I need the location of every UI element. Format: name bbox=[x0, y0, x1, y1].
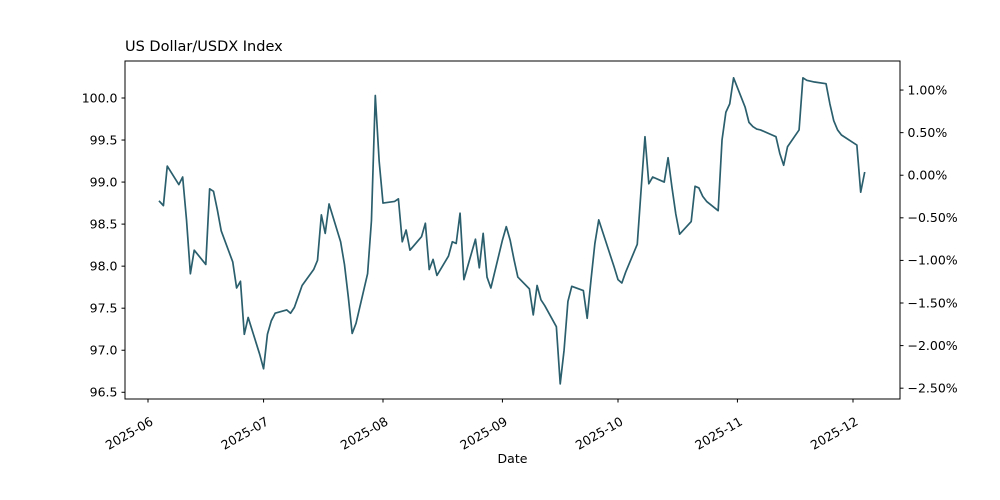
left-y-tick-label: 96.5 bbox=[90, 385, 118, 400]
axes-spines bbox=[124, 60, 901, 400]
axes-background bbox=[125, 61, 900, 399]
chart-title: US Dollar/USDX Index bbox=[125, 39, 283, 55]
series-line-usdx bbox=[158, 76, 866, 385]
right-y-tick-label: 0.00% bbox=[908, 168, 948, 183]
right-y-tick-label: 1.00% bbox=[908, 82, 948, 97]
left-y-tick-label: 97.0 bbox=[90, 343, 118, 358]
right-y-tick-label: −1.50% bbox=[908, 295, 958, 310]
right-y-tick-label: −0.50% bbox=[908, 210, 958, 225]
left-y-tick-label: 98.0 bbox=[90, 258, 118, 273]
left-y-tick-label: 100.0 bbox=[82, 90, 118, 105]
right-y-tick-label: −2.50% bbox=[908, 380, 958, 395]
plot-area: 96.5 97.0 97.5 98.0 98.5 99.0 99.5 100.0 1.00% 0.… bbox=[82, 60, 958, 453]
left-y-tick-label: 97.5 bbox=[90, 300, 118, 315]
x-axis-label: Date bbox=[498, 451, 528, 466]
right-y-tick-label: 0.50% bbox=[908, 125, 948, 140]
left-y-tick-label: 99.5 bbox=[90, 132, 118, 147]
right-y-tick-label: −1.00% bbox=[908, 253, 958, 268]
left-y-tick-label: 99.0 bbox=[90, 174, 118, 189]
right-y-tick-label: −2.00% bbox=[908, 338, 958, 353]
left-y-tick-label: 98.5 bbox=[90, 216, 118, 231]
